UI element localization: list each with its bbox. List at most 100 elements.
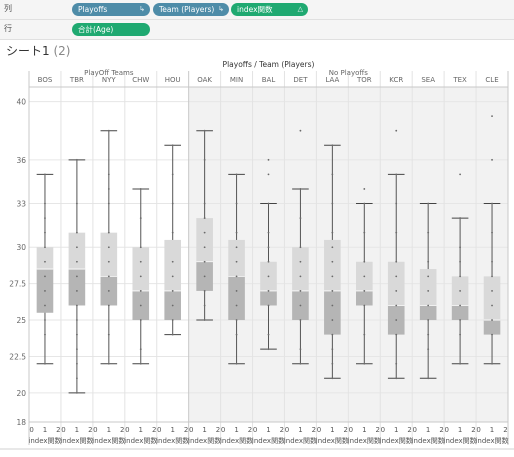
data-point [331,333,334,336]
x-tick-label: 1 [458,426,462,434]
data-point [267,173,270,176]
data-point [363,188,366,190]
chart-title: Playoffs / Team (Players) [223,60,315,69]
data-point [235,319,238,321]
team-label: BOS [38,76,53,84]
data-point [331,377,334,380]
data-point [171,173,174,176]
x-tick-label: 1 [234,426,238,434]
x-tick-label: 2 [88,426,92,434]
data-point [267,260,270,263]
data-point [395,202,398,205]
pill-playoffs-label: Playoffs [78,5,108,14]
x-tick-label: 1 [202,426,206,434]
pill-team-players[interactable]: Team (Players) ↳ [153,3,229,16]
data-point [395,260,398,263]
y-tick-label: 40 [16,98,26,107]
data-point [299,246,302,249]
data-point [235,275,238,278]
box-upper [292,247,309,291]
data-point [363,362,366,365]
box-upper [196,218,213,262]
data-point [331,173,334,176]
data-point [171,319,174,321]
team-label: NYY [102,76,117,84]
data-point [491,290,493,292]
box-upper [132,247,150,291]
group-label: PlayOff Teams [84,69,134,77]
data-point [331,260,334,263]
data-point [44,217,46,219]
data-point [203,217,206,219]
data-point [459,173,461,176]
pill-sum-age[interactable]: 合計(Age) [72,23,150,36]
box-upper [483,276,501,321]
data-point [203,319,206,321]
data-point [107,188,110,190]
data-point [491,319,493,321]
pill-index-function[interactable]: index関数 △ [231,3,308,16]
y-tick-label: 25 [16,316,26,325]
data-point [331,231,334,234]
data-point [395,362,398,365]
shelf-rows: 行 合計(Age) [0,20,514,40]
data-point [76,290,78,292]
data-point [459,217,461,219]
box-upper [228,239,245,277]
data-point [427,333,430,336]
data-point [76,231,78,234]
data-point [491,304,493,307]
delta-icon: △ [297,5,303,13]
data-point [235,290,238,292]
data-point [235,304,238,307]
data-point [299,319,302,321]
x-tick-label: 0 [476,426,480,434]
data-point [76,260,78,263]
x-tick-label: 2 [503,426,507,434]
x-axis-label: index関数 [444,436,477,445]
data-point [139,304,142,307]
x-tick-label: 2 [152,426,156,434]
data-point [299,260,302,263]
x-tick-label: 0 [221,426,225,434]
x-axis-label: index関数 [316,436,349,445]
x-axis-label: index関数 [156,436,189,445]
box-lower [483,320,501,335]
data-point [331,362,334,365]
data-point [139,319,142,321]
data-point [395,275,398,278]
data-point [491,362,493,365]
data-point [139,217,142,219]
data-point [299,304,302,307]
team-label: HOU [165,76,181,84]
x-axis-label: index関数 [252,436,285,445]
x-tick-label: 0 [29,426,33,434]
data-point [107,260,110,263]
data-point [459,290,461,292]
pill-sum-age-label: 合計(Age) [78,25,114,34]
data-point [44,319,46,321]
data-point [107,362,110,365]
data-point [331,304,334,307]
x-tick-label: 0 [157,426,161,434]
data-point [76,304,78,307]
data-point [267,246,270,249]
x-tick-label: 0 [61,426,65,434]
data-point [267,158,270,161]
data-point [395,129,398,132]
data-point [427,260,430,263]
x-axis-label: index関数 [92,436,125,445]
x-tick-label: 2 [280,426,284,434]
x-tick-label: 1 [426,426,430,434]
x-tick-label: 0 [253,426,257,434]
data-point [331,144,334,147]
pill-playoffs[interactable]: Playoffs ↳ [72,3,150,16]
data-point [76,275,78,278]
data-point [331,290,334,292]
data-point [267,202,270,205]
box-upper [419,269,437,306]
data-point [107,275,110,278]
data-point [203,246,206,249]
team-label: KCR [389,76,403,84]
x-tick-label: 1 [490,426,494,434]
